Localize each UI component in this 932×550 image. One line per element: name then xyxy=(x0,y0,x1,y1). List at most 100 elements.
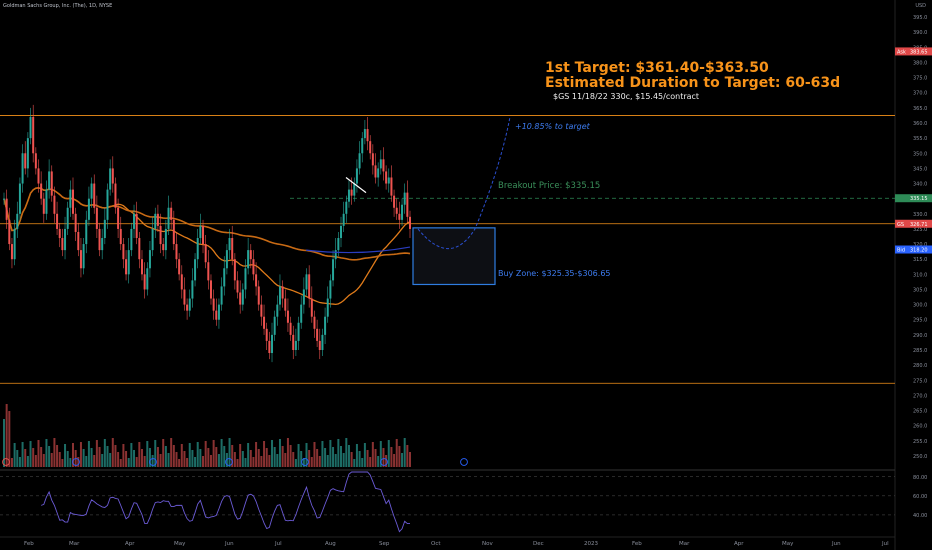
volume-bar xyxy=(215,447,218,467)
volume-bar xyxy=(324,448,327,467)
price-badge xyxy=(895,245,932,254)
y-tick-label: 250.0 xyxy=(913,454,927,460)
rsi-pane: 40.00 60.00 80.00 xyxy=(0,469,927,533)
candle-body xyxy=(403,192,406,205)
candle-body xyxy=(334,250,337,260)
candle-body xyxy=(98,228,101,251)
volume-bar xyxy=(265,448,268,467)
y-tick-label: 320.0 xyxy=(913,242,927,248)
candle-body xyxy=(122,244,125,260)
x-tick-label: Oct xyxy=(431,541,441,547)
volume-bar xyxy=(16,450,19,467)
price-badge-value: 383.65 xyxy=(910,49,928,55)
candle-body xyxy=(273,316,276,335)
y-tick-label: 275.0 xyxy=(913,378,927,384)
volume-bar xyxy=(143,456,146,467)
volume-bar xyxy=(82,449,85,467)
candle-body xyxy=(34,153,37,169)
candle-body xyxy=(361,138,364,154)
volume-bar xyxy=(5,404,8,467)
candle-body xyxy=(249,250,252,260)
volume-bar xyxy=(321,441,324,467)
candle-body xyxy=(390,177,393,196)
candle-body xyxy=(225,250,228,269)
candle-body xyxy=(324,316,327,335)
volume-bar xyxy=(231,445,234,467)
y-tick-label: 365.0 xyxy=(913,106,927,112)
volume-bar xyxy=(236,459,239,467)
candle-body xyxy=(162,244,165,251)
volume-bar xyxy=(125,451,128,467)
candle-body xyxy=(56,213,59,229)
candle-body xyxy=(268,340,271,354)
volume-bar xyxy=(300,451,303,467)
volume-bar xyxy=(310,457,313,467)
volume-bar xyxy=(66,451,69,467)
volume-bar xyxy=(98,447,101,467)
candle-body xyxy=(5,198,8,220)
candle-body xyxy=(48,171,51,190)
candle-body xyxy=(154,213,157,229)
candle-body xyxy=(395,207,398,214)
volume-bar xyxy=(387,440,390,467)
volume-bar xyxy=(278,439,281,467)
volume-bar xyxy=(148,448,151,467)
candle-body xyxy=(289,322,292,335)
volume-bar xyxy=(135,457,138,467)
target-line-2: Estimated Duration to Target: 60-63d xyxy=(545,75,841,91)
candle-body xyxy=(286,310,289,323)
volume-bar xyxy=(385,455,388,467)
candle-body xyxy=(215,310,218,320)
volume-bar xyxy=(363,443,366,467)
volume-bar xyxy=(366,450,369,467)
volume-bar xyxy=(390,447,393,467)
candle-body xyxy=(284,298,287,311)
candle-body xyxy=(329,280,332,299)
volume-bar xyxy=(209,455,212,467)
volume-bar xyxy=(191,450,194,467)
candle-body xyxy=(366,129,369,142)
volume-bar xyxy=(170,438,173,467)
y-tick-label: 300.0 xyxy=(913,303,927,309)
volume-bar xyxy=(199,449,202,467)
candle-body xyxy=(3,198,5,200)
candle-body xyxy=(135,213,138,239)
candle-body xyxy=(188,298,191,311)
candle-body xyxy=(69,189,72,208)
volume-bar xyxy=(13,443,16,467)
y-tick-label: 375.0 xyxy=(913,76,927,82)
candle-body xyxy=(21,153,24,184)
volume-bar xyxy=(101,454,104,467)
x-tick-label: Jun xyxy=(224,541,234,547)
candle-body xyxy=(32,116,35,154)
candle-body xyxy=(363,129,366,139)
x-tick-label: Dec xyxy=(533,541,544,547)
candle-body xyxy=(318,340,321,350)
event-marker-icon xyxy=(225,458,233,466)
candle-body xyxy=(332,259,335,281)
candle-body xyxy=(409,216,411,229)
candle-body xyxy=(109,168,112,190)
contract-annotation: $GS 11/18/22 330c, $15.45/contract xyxy=(553,92,700,101)
x-tick-label: Mar xyxy=(679,541,690,547)
candle-body xyxy=(95,207,98,229)
candle-body xyxy=(119,228,122,245)
volume-bar xyxy=(281,446,284,467)
candle-body xyxy=(125,259,128,275)
volume-bar xyxy=(45,439,48,467)
candle-body xyxy=(202,225,205,245)
volume-bar xyxy=(318,456,321,467)
volume-bar xyxy=(289,445,292,467)
volume-bar xyxy=(53,438,56,467)
volume-bar xyxy=(159,454,162,467)
volume-bar xyxy=(247,443,250,467)
volume-bar xyxy=(48,446,51,467)
volume-bar xyxy=(239,444,242,467)
candle-body xyxy=(297,322,300,341)
volume-bar xyxy=(223,446,226,467)
chart-title: Goldman Sachs Group, Inc. (The), 1D, NYS… xyxy=(3,3,113,9)
x-tick-label: May xyxy=(782,541,794,547)
volume-bar xyxy=(186,458,189,467)
candle-body xyxy=(292,334,295,350)
